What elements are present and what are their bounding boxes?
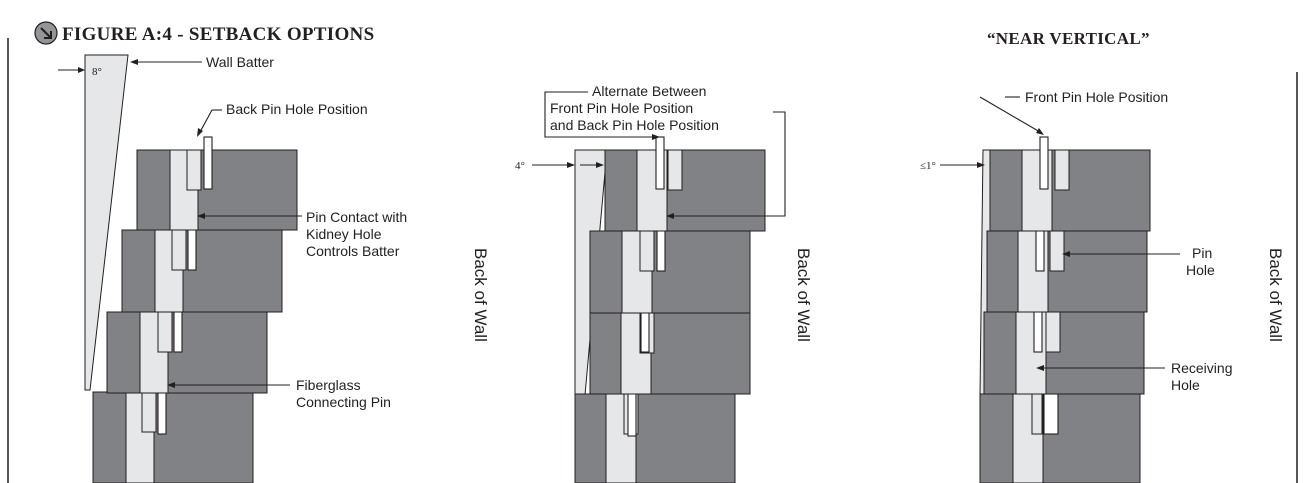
wall-batter-wedge <box>84 54 129 391</box>
pin-contact-label-3: Controls Batter <box>306 243 400 259</box>
pin-hole-row-3 <box>157 311 173 353</box>
pin-hole-label-1: Pin <box>1192 245 1212 261</box>
angle-label-4: 4° <box>515 160 525 172</box>
wall-batter-arrowhead <box>130 59 138 65</box>
figure-title: FIGURE A:4 - SETBACK OPTIONS <box>62 24 374 45</box>
angle-arrowhead-left <box>977 162 985 168</box>
pin-hole-row-1 <box>667 149 683 191</box>
alternate-label-2: Front Pin Hole Position <box>550 100 693 116</box>
block-row-2 <box>589 230 751 314</box>
fiberglass-label-2: Connecting Pin <box>296 394 391 410</box>
fiberglass-pin-row-1 <box>655 136 665 190</box>
pin-hole-row-2 <box>1049 230 1065 272</box>
block-row-3 <box>589 312 751 395</box>
block-row-4 <box>979 393 1141 483</box>
fiberglass-arrowhead <box>167 382 175 388</box>
back-pin-hole-arrowhead <box>197 128 203 137</box>
pin-hole-row-2 <box>171 229 187 271</box>
panel-setback-near-vertical: ≤1° Front Pin Hole Position Pin Hole Rec <box>920 89 1285 483</box>
block-row-4 <box>92 391 254 483</box>
alternate-label-1: Alternate Between <box>592 83 706 99</box>
block-row-1 <box>604 149 766 232</box>
pin-hole-row-3 <box>1045 311 1061 353</box>
arrow-down-right-icon <box>34 21 58 45</box>
back-of-wall-label: Back of Wall <box>794 248 813 342</box>
back-pin-hole-leader-diag <box>199 109 213 133</box>
pin-contact-label-1: Pin Contact with <box>306 209 407 225</box>
wall-batter-label: Wall Batter <box>206 54 274 70</box>
receiving-hole-label-1: Receiving <box>1171 360 1232 376</box>
alternate-leader-left <box>544 91 656 138</box>
angle-arrowhead-right <box>596 162 604 168</box>
pin-hole-row-1 <box>186 149 202 191</box>
front-pin-hole-leader-diag <box>979 96 1041 133</box>
block-row-4 <box>574 393 736 483</box>
panel-setback-8: 8° Wall Batter Back Pin Hole Position <box>58 54 490 483</box>
back-of-wall-label: Back of Wall <box>1266 248 1285 342</box>
back-pin-hole-label: Back Pin Hole Position <box>226 101 368 117</box>
receiving-hole-label-2: Hole <box>1171 377 1200 393</box>
back-of-wall-label: Back of Wall <box>471 248 490 342</box>
block-row-2 <box>121 229 283 313</box>
pin-hole-row-2 <box>639 230 655 272</box>
fiberglass-pin-row-1 <box>203 136 213 190</box>
alternate-label-3: and Back Pin Hole Position <box>550 117 719 133</box>
fiberglass-label-1: Fiberglass <box>296 377 361 393</box>
block-row-1 <box>989 149 1151 232</box>
pin-hole-arrowhead <box>1062 251 1070 257</box>
fiberglass-pin-row-4 <box>1043 393 1059 435</box>
alternate-leader-right <box>670 111 786 217</box>
panel-setback-4: 4° Alternate Between Front Pin Hole Posi… <box>515 83 813 483</box>
pin-contact-label-2: Kidney Hole <box>306 226 382 242</box>
alternate-arrowhead-left <box>652 134 660 140</box>
front-pin-hole-label: Front Pin Hole Position <box>1025 89 1168 105</box>
receiving-hole-arrowhead <box>1036 365 1044 371</box>
pin-hole-row-1 <box>1054 149 1070 191</box>
front-pin-hole-arrowhead <box>1036 128 1044 135</box>
block-row-3 <box>106 311 268 394</box>
angle-arrowhead-left <box>78 67 85 73</box>
angle-arrowhead-left <box>567 162 575 168</box>
pin-hole-row-4 <box>141 391 157 433</box>
angle-label-8: 8° <box>92 66 102 78</box>
block-row-1 <box>136 149 298 231</box>
alternate-arrowhead-right <box>666 213 674 219</box>
figure-subtitle: “NEAR VERTICAL” <box>987 29 1150 48</box>
block-row-2 <box>986 230 1148 313</box>
block-row-3 <box>983 311 1145 395</box>
pin-contact-arrowhead <box>197 213 205 219</box>
angle-label-1: ≤1° <box>920 160 936 172</box>
pin-hole-label-2: Hole <box>1186 262 1215 278</box>
fiberglass-pin-row-1 <box>1039 136 1049 190</box>
